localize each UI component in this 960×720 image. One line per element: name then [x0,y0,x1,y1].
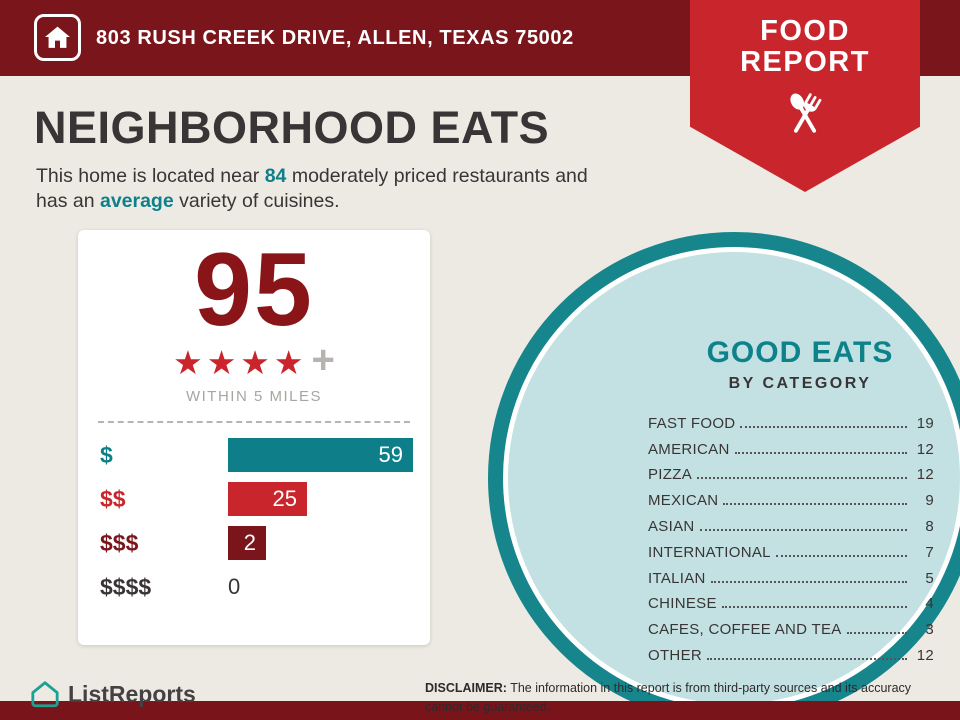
category-row: PIZZA 12 [648,458,934,484]
category-value: 5 [925,569,934,587]
brand-name: ListReports [68,680,196,707]
category-value: 9 [925,492,934,510]
price-bar-row: $ 59 [78,433,430,477]
category-name: AMERICAN [648,440,730,458]
price-bar-row: $$ 25 [78,477,430,521]
subtitle-text: variety of cuisines. [173,190,340,212]
good-eats-subtitle: BY CATEGORY [728,375,872,392]
price-bar: 59 [228,438,413,473]
category-value: 12 [916,466,934,484]
dot-leader [707,657,907,660]
category-value: 3 [925,621,934,639]
price-label: $$$$ [100,573,152,600]
category-name: PIZZA [648,466,693,484]
variety-highlight: average [99,190,174,212]
dot-leader [740,425,907,428]
restaurant-count: 84 [264,165,287,187]
category-value: 12 [916,440,934,458]
star-rating: ★★★★ [173,343,308,381]
ribbon-title: FOOD REPORT [690,16,920,78]
subtitle-line1: This home is located near 84 moderately … [36,164,588,189]
page-subtitle: This home is located near 84 moderately … [36,164,588,214]
category-value: 7 [925,543,934,561]
category-value: 4 [925,595,934,613]
category-name: CAFES, COFFEE AND TEA [648,621,842,639]
category-row: CAFES, COFFEE AND TEA 3 [648,612,934,638]
price-label: $$$ [100,529,139,556]
ribbon-line1: FOOD [760,15,850,47]
dot-leader [710,580,907,583]
category-name: CHINESE [648,595,717,613]
dot-leader [699,528,907,531]
category-value: 19 [916,414,934,432]
home-icon [34,14,81,61]
good-eats-header: GOOD EATS BY CATEGORY [650,336,950,393]
category-value: 8 [925,517,934,535]
food-report-ribbon: FOOD REPORT [690,0,920,192]
category-row: INTERNATIONAL 7 [648,535,934,561]
listreports-house-icon [31,681,59,708]
category-value: 12 [916,646,934,664]
category-name: INTERNATIONAL [648,543,771,561]
category-row: FAST FOOD 19 [648,406,934,432]
disclaimer-label: DISCLAIMER: [425,681,507,695]
category-list: FAST FOOD 19 AMERICAN 12 PIZZA 12 MEXICAN 9 … [648,406,934,664]
subtitle-line2: has an average variety of cuisines. [36,189,588,214]
category-name: OTHER [648,646,702,664]
score-card: 95 ★★★★ + WITHIN 5 MILES $ 59 $$ 25 $$$ … [78,230,430,645]
disclaimer-text: The information in this report is from t… [425,681,912,714]
category-name: ITALIAN [648,569,706,587]
subtitle-text: has an [36,190,100,212]
dot-leader [775,554,907,557]
category-name: ASIAN [648,517,695,535]
price-bar-row: $$$$ 0 [78,565,430,609]
subtitle-text: moderately priced restaurants and [286,165,588,187]
price-bar: 2 [228,526,266,561]
category-row: AMERICAN 12 [648,432,934,458]
category-row: ITALIAN 5 [648,561,934,587]
category-name: MEXICAN [648,492,719,510]
property-address: 803 RUSH CREEK DRIVE, ALLEN, TEXAS 75002 [96,26,574,49]
price-label: $$ [100,485,126,512]
price-bar-chart: $ 59 $$ 25 $$$ 2 $$$$ 0 [78,433,430,609]
category-name: FAST FOOD [648,414,736,432]
restaurant-score: 95 [194,232,314,348]
disclaimer: DISCLAIMER: The information in this repo… [425,679,930,717]
house-glyph [45,26,70,48]
category-row: ASIAN 8 [648,509,934,535]
listreports-logo: ListReports [30,679,196,709]
plus-sign: + [311,338,335,383]
price-label: $ [100,441,113,468]
good-eats-title: GOOD EATS [706,336,894,369]
price-bar: 0 [228,574,241,600]
ribbon-line2: REPORT [740,46,870,78]
dot-leader [721,606,907,609]
price-bar-row: $$$ 2 [78,521,430,565]
price-bar: 25 [228,482,307,517]
dot-leader [734,451,907,454]
radius-label: WITHIN 5 MILES [185,388,322,406]
dashed-divider [98,421,410,424]
dot-leader [846,632,907,635]
dot-leader [723,503,907,506]
category-row: OTHER 12 [648,638,934,664]
page-title: NEIGHBORHOOD EATS [34,102,550,153]
dot-leader [697,477,907,480]
bottom-accent-bar [0,701,960,720]
subtitle-text: This home is located near [36,165,265,187]
category-row: MEXICAN 9 [648,483,934,509]
star-rating-row: ★★★★ + [78,340,430,381]
crossed-utensils-icon [690,84,920,151]
category-row: CHINESE 4 [648,587,934,613]
